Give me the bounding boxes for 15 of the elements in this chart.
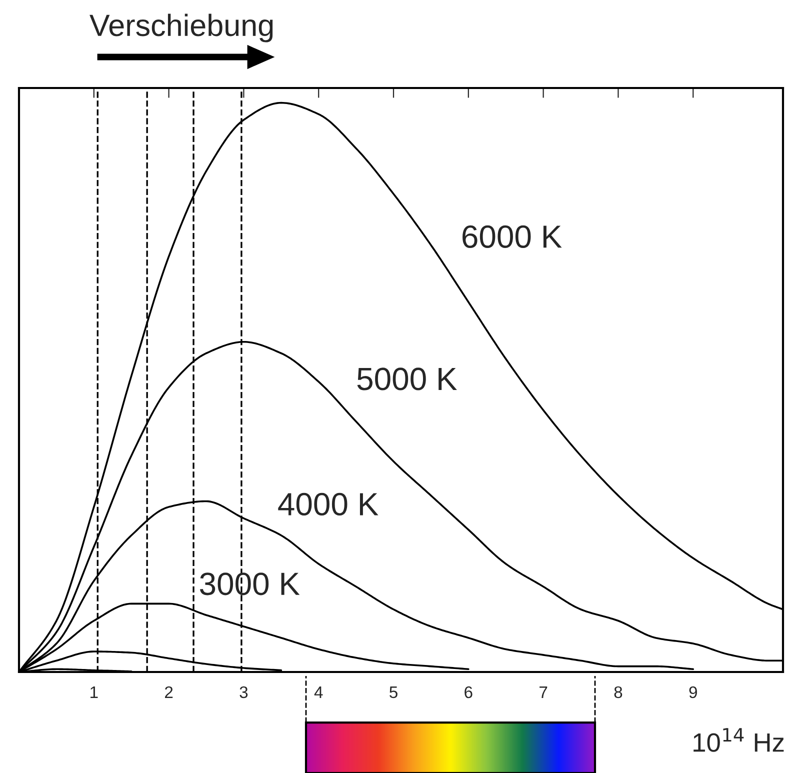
- series-label: 5000 K: [357, 368, 457, 390]
- series-label: 3000 K: [200, 572, 300, 596]
- series-label: 4000 K: [278, 492, 378, 516]
- x-tick-label: 6: [464, 686, 472, 698]
- x-tick-label: 5: [390, 686, 398, 698]
- x-axis-title: 10$^{14}$ Hz: [694, 728, 784, 752]
- x-tick-label: 1: [90, 686, 98, 698]
- x-tick-label: 3: [240, 686, 248, 698]
- x-tick-label: 4: [314, 686, 323, 698]
- x-tick-label: 8: [614, 686, 622, 698]
- text: Verschiebung: [90, 14, 273, 42]
- x-tick-label: 9: [689, 686, 697, 698]
- series-label: 6000 K: [462, 225, 562, 248]
- x-tick-label: 7: [540, 686, 548, 698]
- x-tick-label: 2: [165, 686, 173, 698]
